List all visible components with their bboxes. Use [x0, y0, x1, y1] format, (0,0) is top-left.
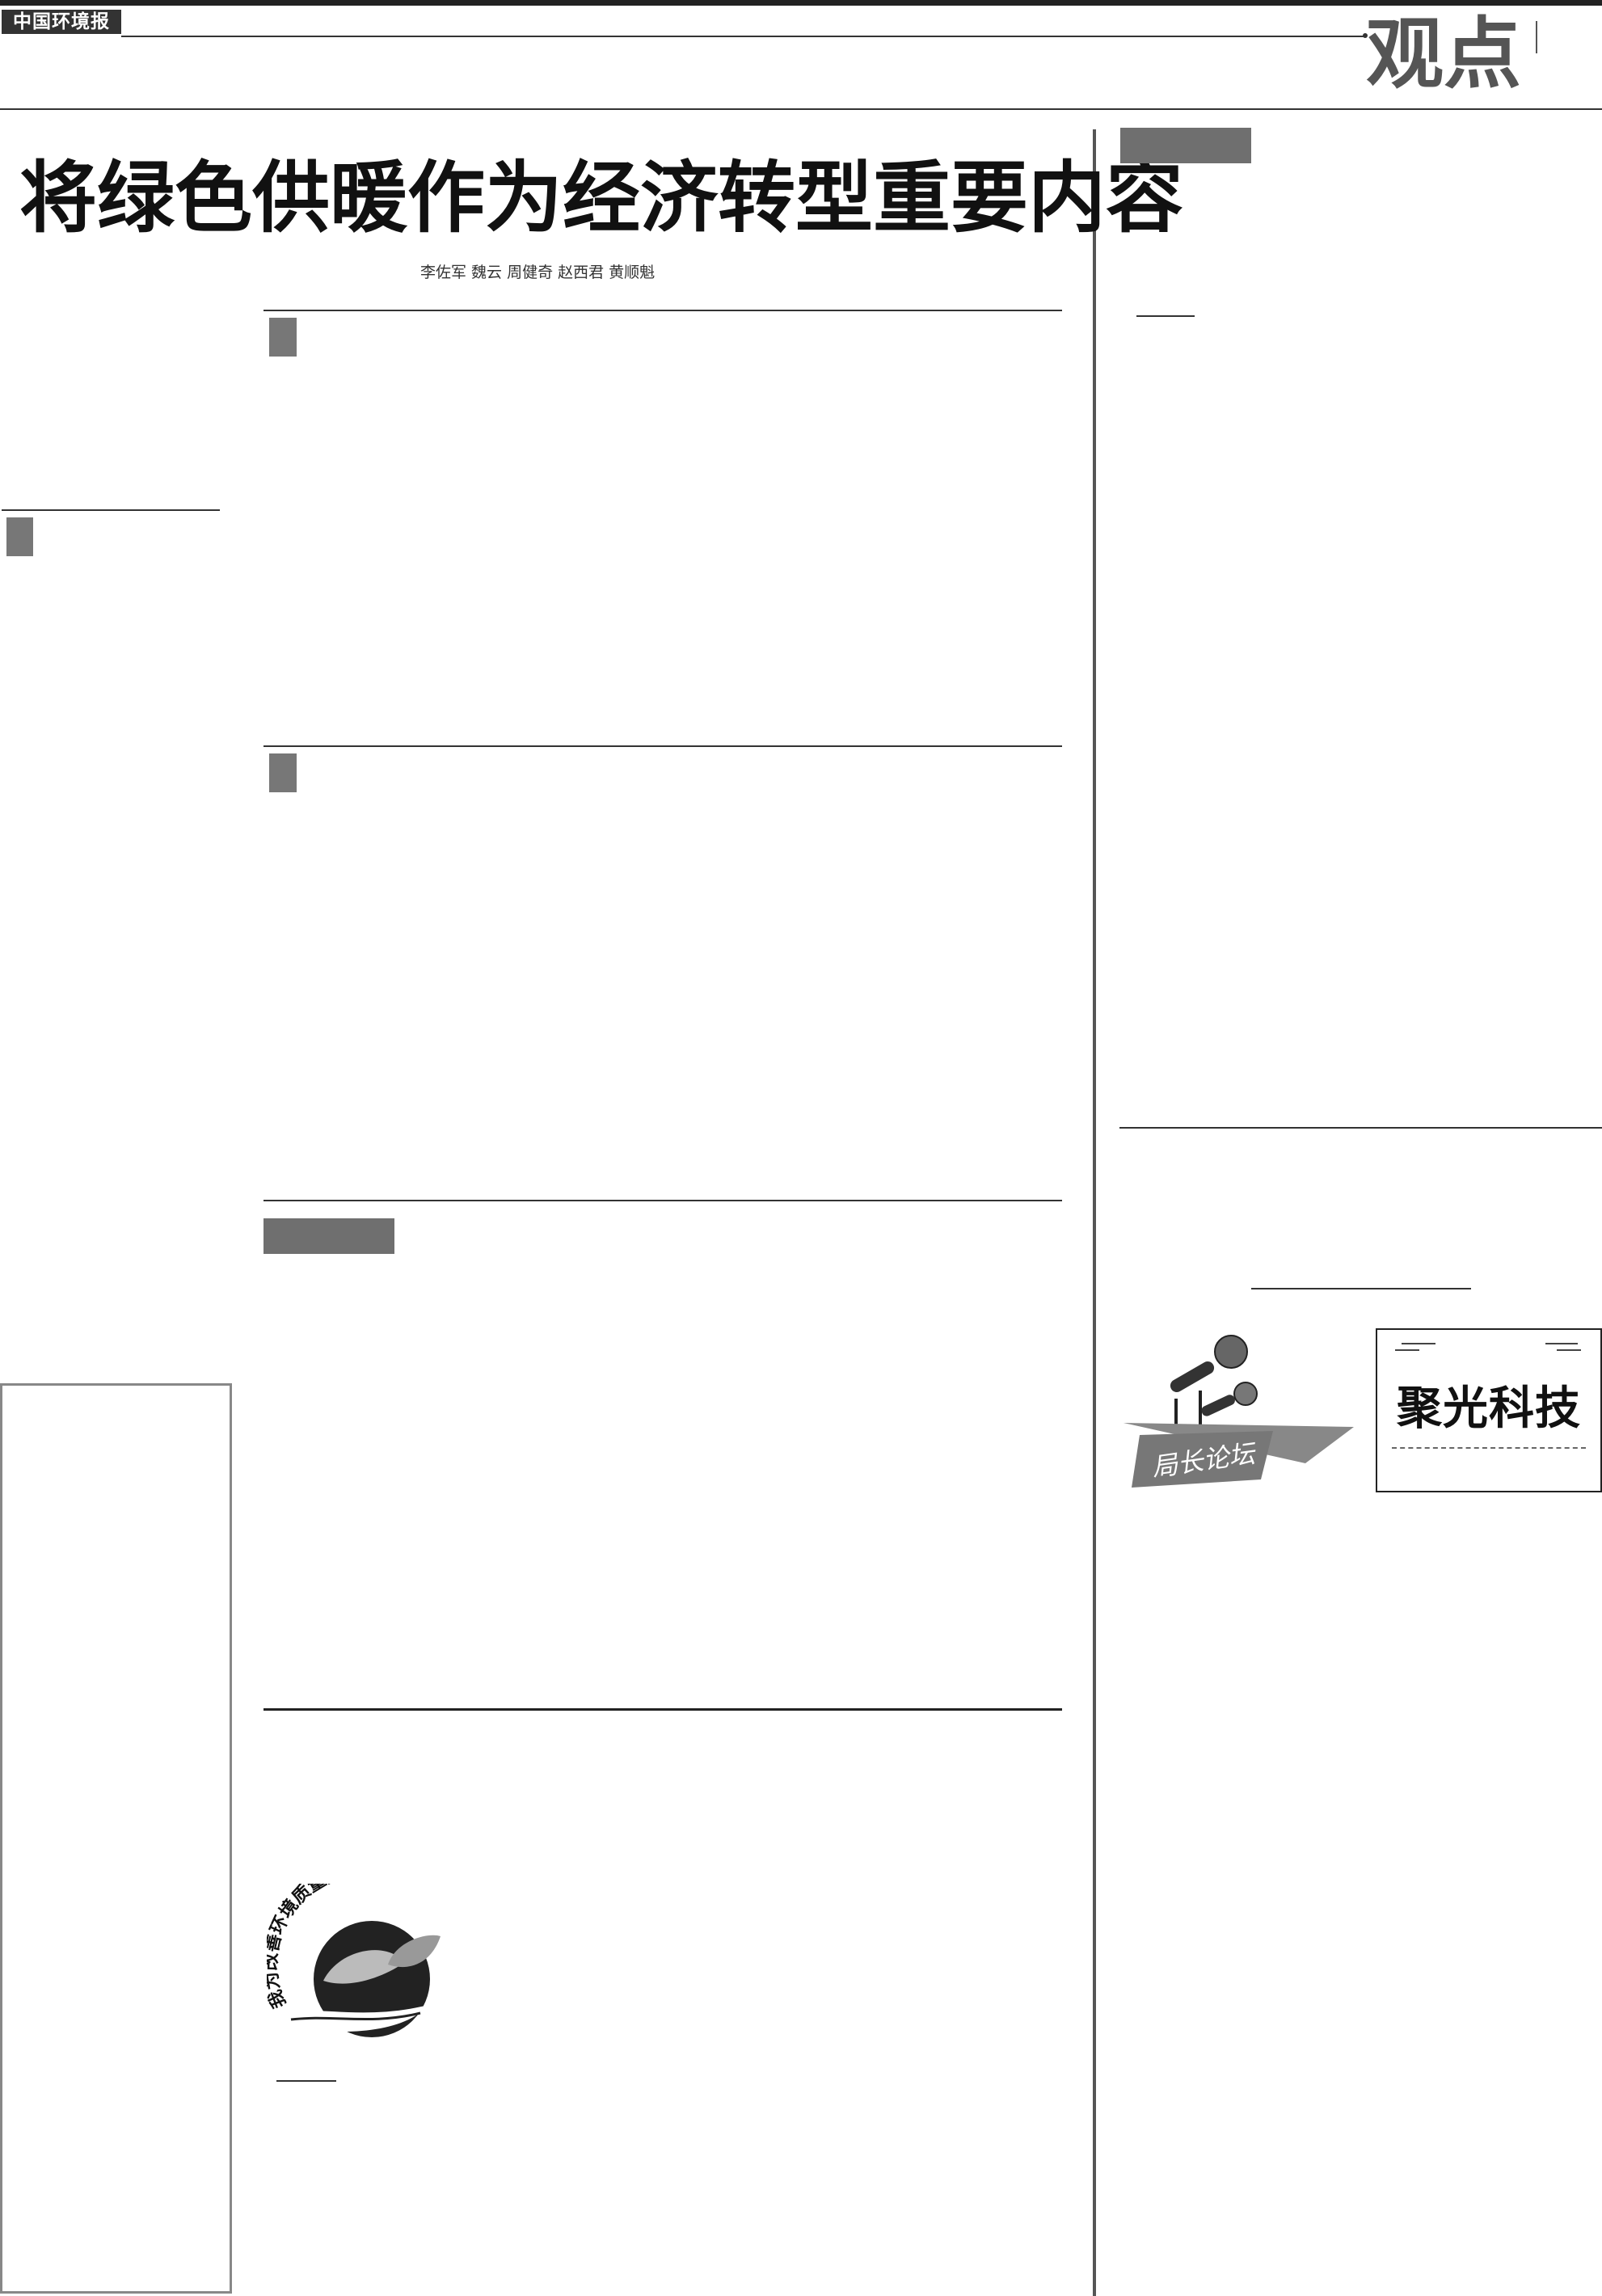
- paper-logo: 中国环境报: [2, 10, 121, 34]
- section-title: 观点: [1366, 9, 1521, 99]
- right-short-rule: [1136, 315, 1195, 317]
- mic-2-body: [1201, 1395, 1235, 1416]
- mic-1-body: [1170, 1361, 1215, 1392]
- ad-deco-line-2: [1395, 1349, 1419, 1351]
- column-divider: [1093, 129, 1096, 2296]
- masthead-rule: [121, 36, 1364, 37]
- section-rule-2: [263, 745, 1062, 747]
- sidebar-rule-top: [2, 509, 220, 511]
- article-headline: 将绿色供暖作为经济转型重要内容: [19, 153, 1183, 243]
- masthead-top-bar: [0, 0, 1602, 6]
- ad-deco-line-1: [1402, 1343, 1435, 1344]
- section-label-box-main: [263, 1218, 394, 1254]
- masthead-dot: [1363, 33, 1368, 38]
- section-rule-3: [263, 1200, 1062, 1201]
- ad-deco-line-3: [1545, 1343, 1578, 1344]
- section-marker-2: [269, 753, 297, 792]
- article-byline: 李佐军 魏云 周健奇 赵西君 黄顺魁: [420, 264, 656, 281]
- section-rule-4: [263, 1708, 1062, 1711]
- emblem-underline: [276, 2080, 336, 2082]
- ad-dashed-rule: [1392, 1447, 1586, 1449]
- section-rule-1: [263, 310, 1062, 311]
- section-marker-1: [269, 318, 297, 357]
- masthead-bottom-rule: [0, 108, 1602, 110]
- sidebar-box: [0, 1383, 232, 2294]
- mic-2-head: [1233, 1382, 1258, 1406]
- section-label-box-right: [1120, 128, 1251, 163]
- emblem-hand-line: [290, 2011, 421, 2021]
- mic-1-head: [1214, 1335, 1248, 1369]
- advertisement-box: 聚光科技: [1376, 1328, 1602, 1492]
- right-rule-small: [1251, 1288, 1471, 1289]
- ad-title: 聚光科技: [1397, 1382, 1581, 1435]
- right-rule-mid: [1119, 1127, 1602, 1129]
- emblem-graphic: 我为改善环境质量献一策: [267, 1884, 441, 2037]
- emblem-leaf-left: [323, 1950, 404, 1984]
- section-tick: [1536, 21, 1537, 53]
- ad-deco-line-4: [1557, 1349, 1581, 1351]
- forum-banner: 局长论坛: [1124, 1335, 1354, 1488]
- sidebar-marker: [6, 517, 33, 556]
- emblem-leaf-right: [388, 1935, 441, 1968]
- banner-ribbon: [1132, 1431, 1273, 1488]
